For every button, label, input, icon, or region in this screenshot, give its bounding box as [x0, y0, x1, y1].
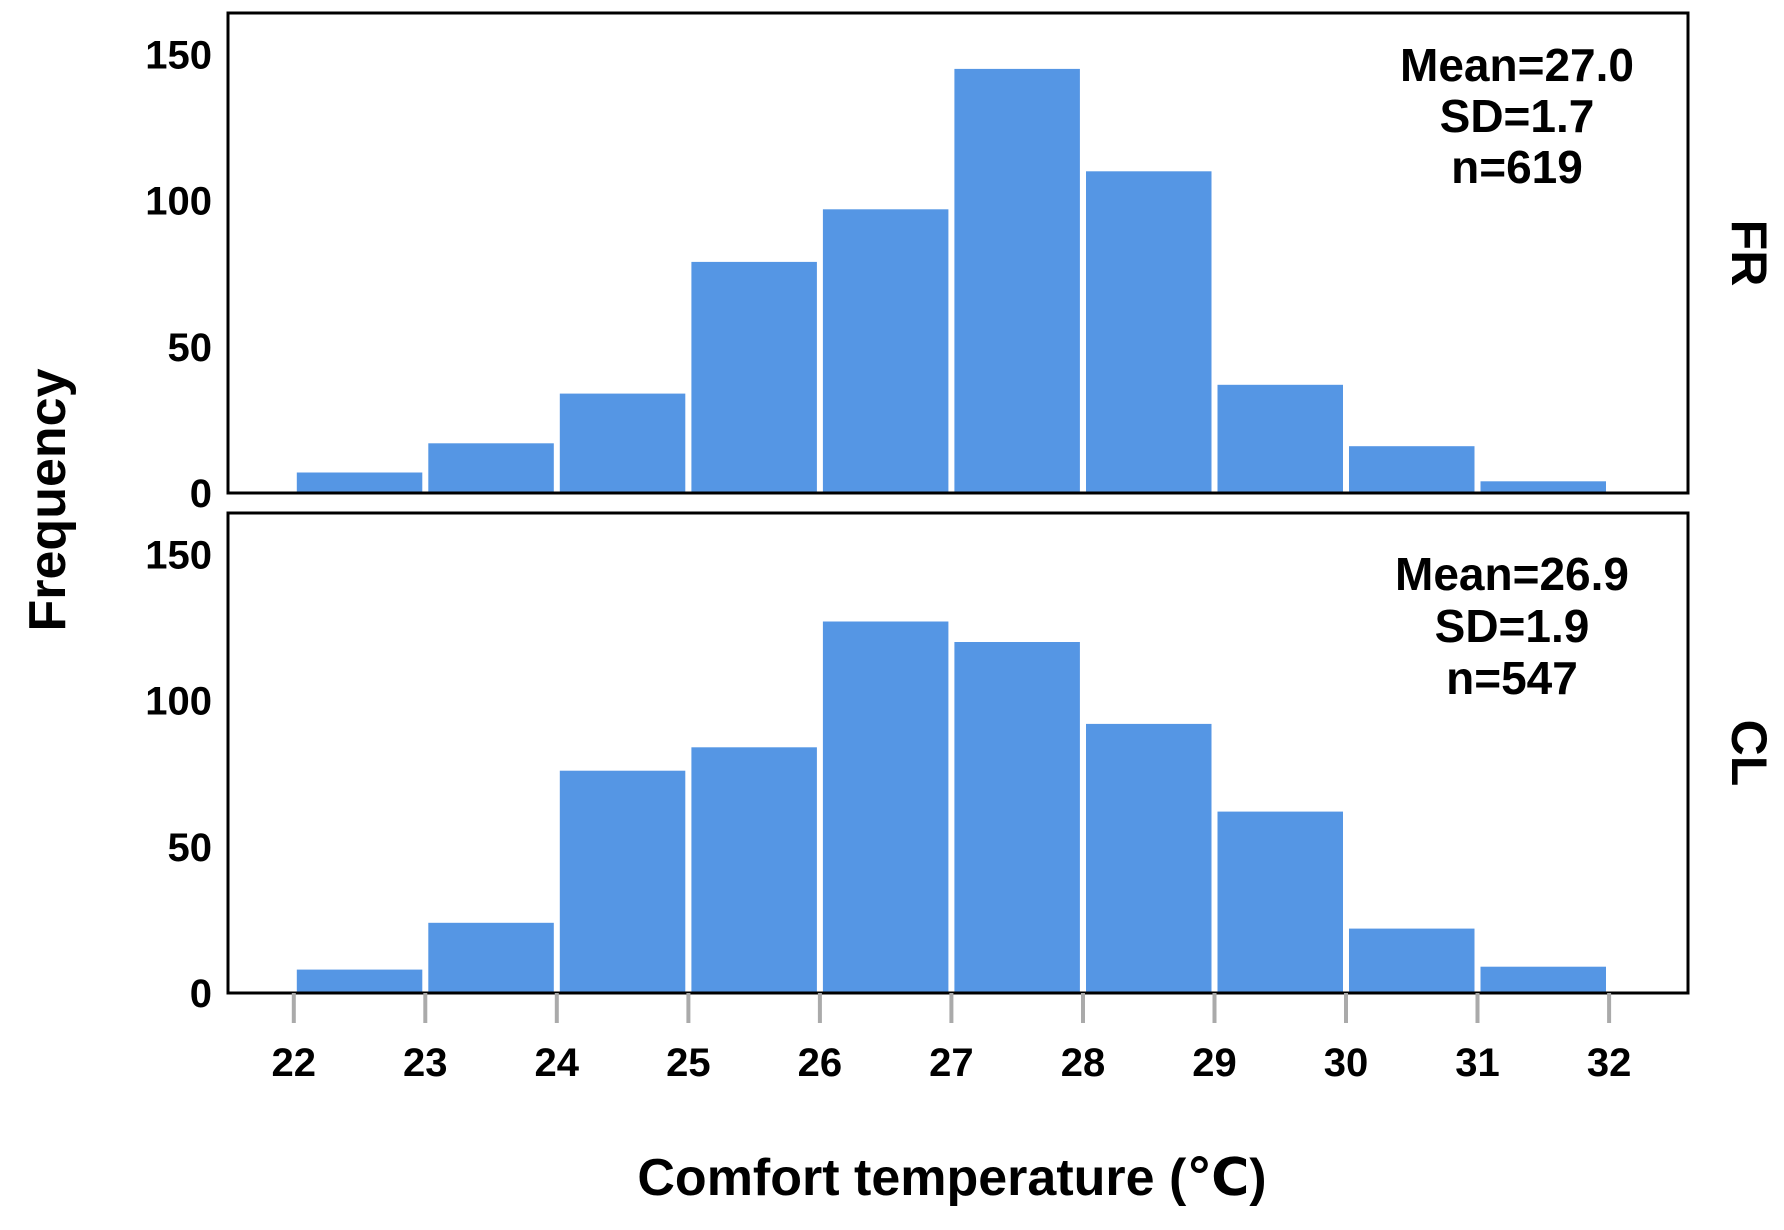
y-tick-label-fr-0: 0 — [190, 472, 212, 516]
panel-cl-stat-n: n=547 — [1446, 652, 1578, 704]
panel-cl-y-ticks: 0 50 100 150 — [145, 533, 212, 1016]
bar-fr-26-27 — [822, 209, 949, 494]
y-tick-label-fr-100: 100 — [145, 180, 212, 224]
panel-cl-stat-sd: SD=1.9 — [1435, 600, 1590, 652]
panel-fr: 0 50 100 150 Mean=27.0 SD=1.7 n=619 FR — [145, 11, 1777, 516]
y-tick-label-cl-150: 150 — [145, 533, 212, 577]
bar-cl-24-25 — [559, 770, 686, 993]
bar-cl-26-27 — [822, 621, 949, 993]
panel-cl-stat-mean: Mean=26.9 — [1395, 548, 1629, 600]
y-tick-label-fr-150: 150 — [145, 33, 212, 77]
y-tick-label-cl-50: 50 — [168, 826, 213, 870]
bar-fr-27-28 — [954, 68, 1080, 494]
panel-fr-stat-n: n=619 — [1451, 141, 1583, 193]
bar-cl-25-26 — [691, 747, 817, 993]
bar-cl-22-23 — [296, 969, 423, 993]
bar-cl-28-29 — [1086, 723, 1212, 993]
bar-cl-29-30 — [1217, 811, 1343, 993]
panel-fr-y-ticks: 0 50 100 150 — [145, 33, 212, 516]
panel-fr-facet-label: FR — [1721, 220, 1777, 287]
x-tick-label-30: 30 — [1324, 1041, 1369, 1085]
panel-fr-frame — [226, 11, 1690, 495]
y-tick-label-cl-100: 100 — [145, 680, 212, 724]
y-tick-label-fr-50: 50 — [168, 326, 213, 370]
bar-fr-30-31 — [1349, 446, 1475, 493]
x-tick-label-24: 24 — [535, 1041, 580, 1085]
x-tick-label-29: 29 — [1192, 1041, 1237, 1085]
y-tick-label-cl-0: 0 — [190, 972, 212, 1016]
panel-cl: 0 50 100 150 Mean=26.9 SD=1.9 n=547 CL — [145, 511, 1777, 1016]
panel-fr-bars — [296, 68, 1606, 494]
y-axis-title: Frequency — [19, 368, 77, 631]
bar-cl-30-31 — [1349, 928, 1475, 993]
x-tick-label-32: 32 — [1587, 1041, 1632, 1085]
panel-cl-facet-label: CL — [1721, 720, 1777, 787]
x-tick-label-27: 27 — [929, 1041, 974, 1085]
bar-cl-31-32 — [1480, 966, 1606, 993]
x-tick-label-23: 23 — [403, 1041, 448, 1085]
x-tick-label-26: 26 — [798, 1041, 843, 1085]
x-tick-label-25: 25 — [666, 1041, 711, 1085]
bar-fr-22-23 — [296, 472, 423, 493]
x-tick-label-31: 31 — [1455, 1041, 1500, 1085]
bar-fr-23-24 — [428, 443, 554, 493]
x-tick-label-22: 22 — [272, 1041, 317, 1085]
panel-cl-bars — [296, 621, 1606, 993]
bar-cl-23-24 — [428, 922, 554, 993]
x-tick-label-28: 28 — [1061, 1041, 1106, 1085]
x-axis: 22 23 24 25 26 27 28 29 30 31 32 — [272, 993, 1632, 1085]
panel-fr-stat-sd: SD=1.7 — [1440, 90, 1595, 142]
bar-fr-29-30 — [1217, 384, 1343, 493]
bar-fr-28-29 — [1086, 171, 1212, 494]
panel-cl-frame — [226, 511, 1690, 995]
bar-fr-31-32 — [1480, 481, 1606, 493]
bar-cl-27-28 — [954, 642, 1080, 993]
bar-fr-25-26 — [691, 261, 817, 493]
bar-fr-24-25 — [559, 393, 686, 493]
x-axis-title: Comfort temperature (℃) — [637, 1149, 1266, 1207]
panel-fr-stat-mean: Mean=27.0 — [1400, 39, 1634, 91]
